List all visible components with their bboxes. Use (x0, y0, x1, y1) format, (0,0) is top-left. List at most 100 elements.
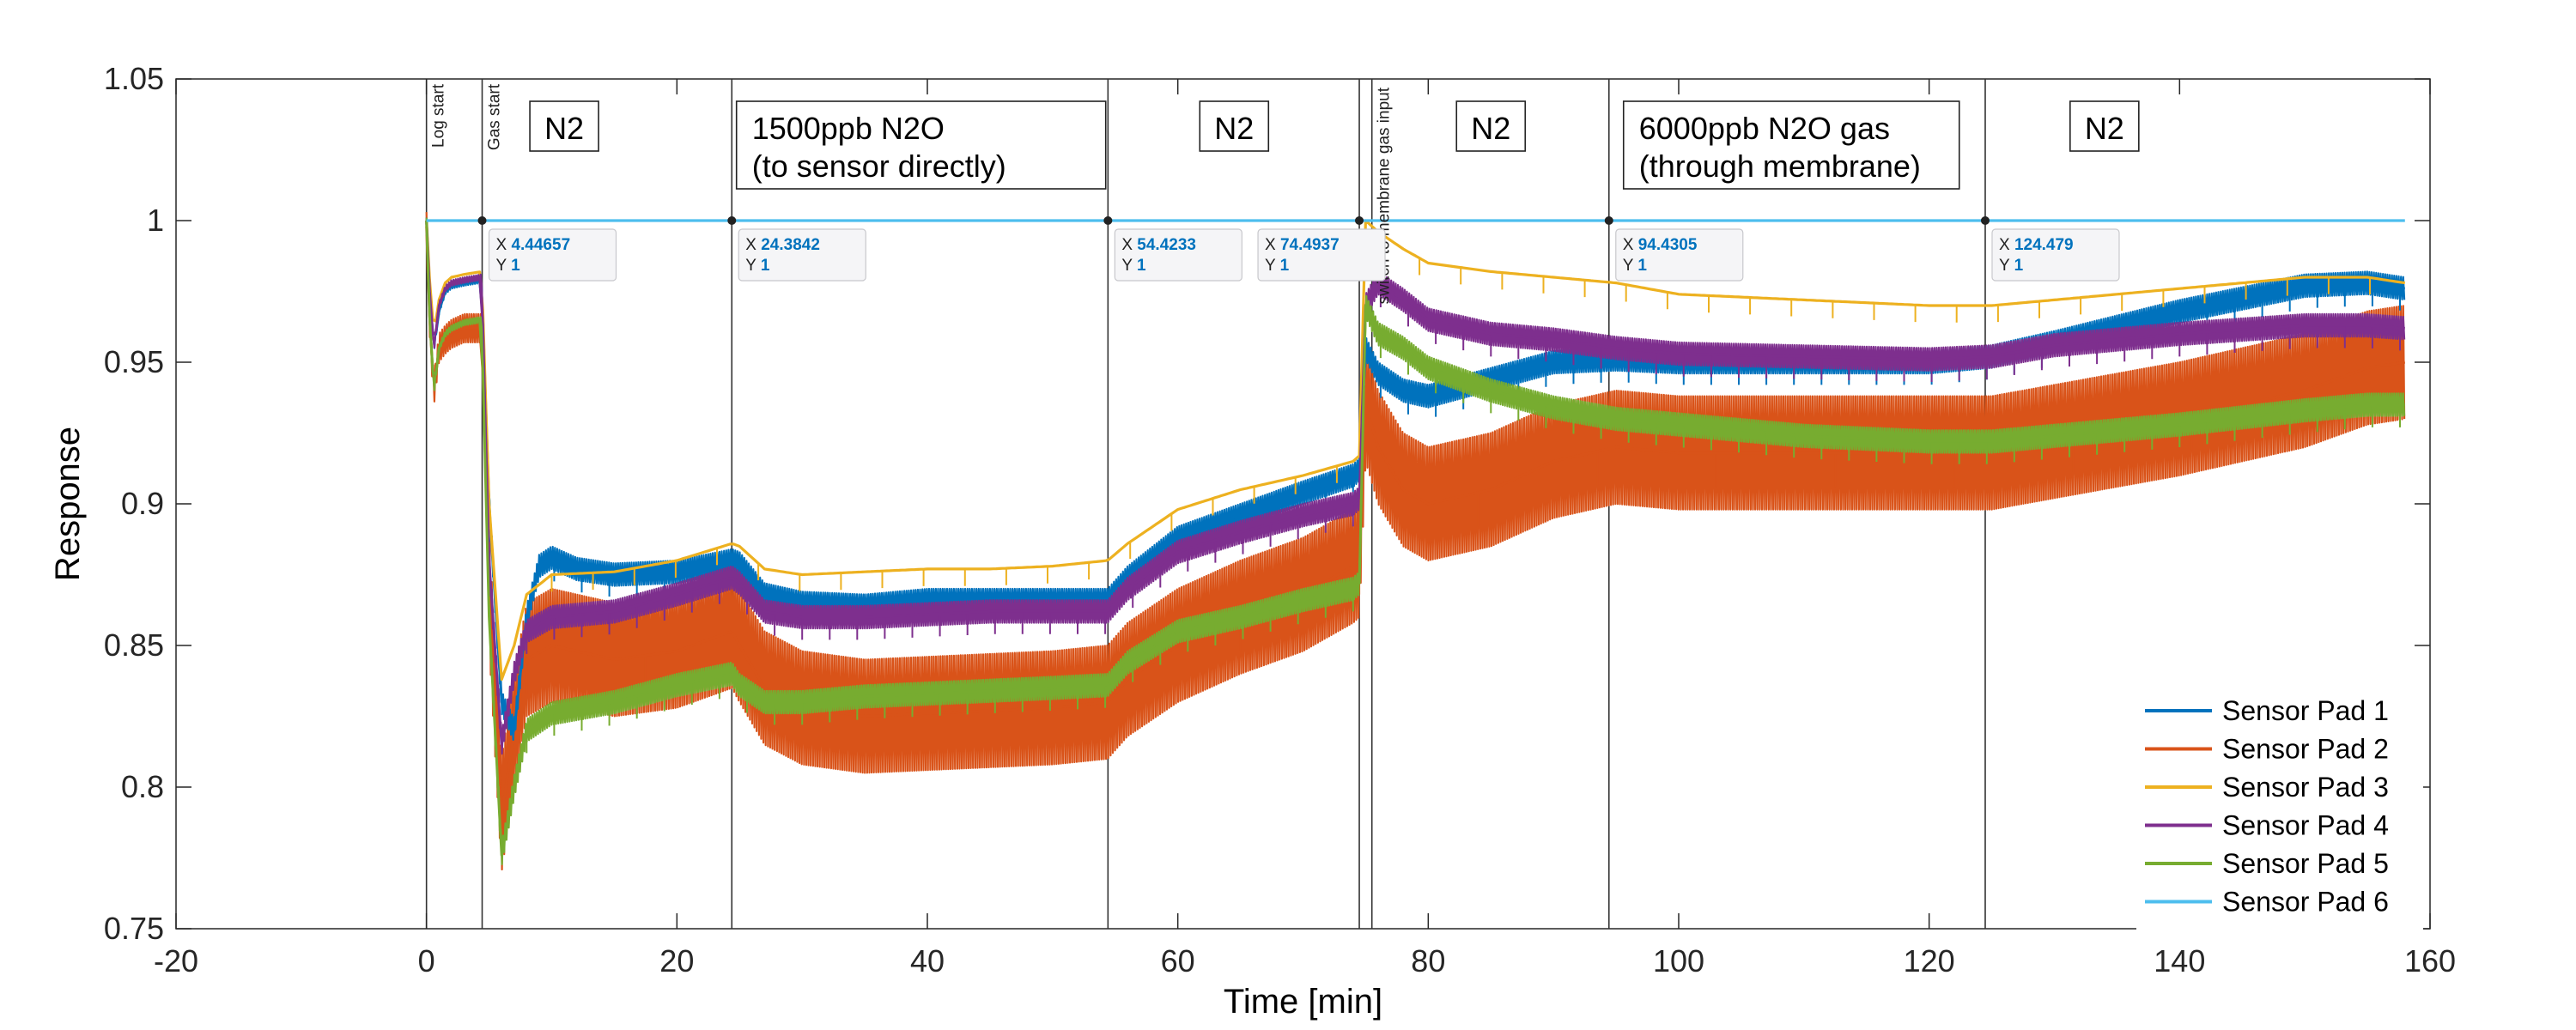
legend-label: Sensor Pad 5 (2222, 848, 2389, 879)
datatip-x-value: 74.4937 (1280, 236, 1340, 254)
y-axis-ticks: 0.75 0.8 0.85 0.9 0.95 1 1.05 (104, 61, 2430, 946)
x-axis-ticks: -20 0 20 40 60 80 100 120 140 160 (154, 79, 2456, 978)
datatip-marker (477, 216, 487, 225)
y-tick-label: 1 (147, 203, 164, 238)
y-tick-label: 0.8 (121, 769, 164, 804)
phase-box-frame (2069, 100, 2140, 152)
y-tick-label: 0.9 (121, 486, 164, 521)
datatip: X 124.479 Y 1 (1980, 216, 2120, 282)
datatip-y: Y 1 (745, 257, 770, 275)
y-tick-label: 0.95 (104, 344, 164, 379)
datatip-y-value: 1 (2014, 257, 2024, 275)
datatip-x: X 94.4305 (1623, 236, 1698, 254)
y-tick-label: 1.05 (104, 61, 164, 96)
phase-box-text: (to sensor directly) (752, 148, 1006, 184)
datatip-y-value: 1 (761, 257, 770, 275)
legend-label: Sensor Pad 4 (2222, 810, 2389, 841)
datatip-marker (1103, 216, 1113, 225)
datatip-y-value: 1 (1137, 257, 1146, 275)
series-line (425, 220, 2405, 746)
x-tick-label: 20 (659, 943, 694, 978)
datatip: X 54.4233 Y 1 (1103, 216, 1242, 282)
datatip-y: Y 1 (1265, 257, 1290, 275)
phase-box-text: 6000ppb N2O gas (1639, 111, 1890, 146)
datatip-box (1615, 228, 1744, 282)
datatip-y: Y 1 (496, 257, 521, 275)
legend-label: Sensor Pad 6 (2222, 887, 2389, 918)
datatip-marker (1604, 216, 1613, 225)
datatip-y-value: 1 (511, 257, 520, 275)
series-layer (425, 212, 2406, 871)
phase-box: 1500ppb N2O(to sensor directly) (735, 100, 1107, 190)
series-line (425, 219, 2406, 682)
y-tick-label: 0.75 (104, 911, 164, 946)
x-tick-label: 100 (1653, 943, 1704, 978)
phase-box-frame (735, 100, 1107, 190)
datatip-x: X 24.3842 (745, 236, 820, 254)
phase-box-text: N2 (544, 111, 584, 146)
legend-box (2136, 687, 2423, 933)
phase-box-text: (through membrane) (1639, 148, 1921, 184)
event-label: Log start (430, 83, 448, 148)
phase-boxes: N2 1500ppb N2O(to sensor directly) N2 N2 600… (529, 100, 2140, 190)
legend-label: Sensor Pad 1 (2222, 695, 2389, 726)
phase-box: N2 (2069, 100, 2140, 152)
y-axis-label: Response (49, 427, 87, 581)
datatip-y-value: 1 (1637, 257, 1647, 275)
datatip: X 94.4305 Y 1 (1604, 216, 1744, 282)
x-tick-label: 80 (1411, 943, 1445, 978)
series-line (425, 220, 2405, 857)
x-tick-label: -20 (154, 943, 198, 978)
phase-box-text: N2 (1471, 111, 1510, 146)
x-tick-label: 160 (2404, 943, 2456, 978)
series-5 (425, 217, 2406, 866)
phase-box-frame (1455, 100, 1527, 152)
legend-label: Sensor Pad 2 (2222, 734, 2389, 765)
series-spikes (526, 284, 2401, 654)
datatip-x-value: 54.4233 (1137, 236, 1196, 254)
series-spikes (526, 335, 2401, 754)
x-tick-label: 120 (1904, 943, 1955, 978)
phase-box-text: N2 (2085, 111, 2124, 146)
datatip-box (488, 228, 617, 282)
phase-box-text: 1500ppb N2O (752, 111, 945, 146)
datatip-marker (1355, 216, 1364, 225)
x-axis-label: Time [min] (1224, 983, 1382, 1021)
datatip-y: Y 1 (1999, 257, 2024, 275)
datatip-x: X 124.479 (1999, 236, 2074, 254)
phase-box-frame (1622, 100, 1960, 190)
datatip-x-value: 4.44657 (511, 236, 570, 254)
phase-box: N2 (1455, 100, 1527, 152)
datatip-x-value: 24.3842 (761, 236, 820, 254)
datatip-box (1991, 228, 2120, 282)
datatip-box (1114, 228, 1242, 282)
y-tick-label: 0.85 (104, 627, 164, 663)
series-4 (425, 217, 2406, 755)
datatip-y: Y 1 (1121, 257, 1146, 275)
phase-box: 6000ppb N2O gas(through membrane) (1622, 100, 1960, 190)
phase-box-frame (529, 100, 599, 152)
legend: Sensor Pad 1 Sensor Pad 2 Sensor Pad 3 Sens… (2136, 687, 2423, 933)
phase-box: N2 (529, 100, 599, 152)
datatip-marker (727, 216, 737, 225)
datatip-x-value: 94.4305 (1638, 236, 1698, 254)
phase-box-frame (1199, 100, 1270, 152)
x-tick-label: 140 (2154, 943, 2205, 978)
legend-label: Sensor Pad 3 (2222, 772, 2389, 803)
datatip-box (738, 228, 866, 282)
x-tick-label: 60 (1161, 943, 1195, 978)
datatip-x: X 74.4937 (1265, 236, 1340, 254)
datatip: X 74.4937 Y 1 (1257, 216, 1386, 282)
phase-box-text: N2 (1214, 111, 1254, 146)
event-label: Gas start (486, 83, 504, 150)
datatip-y-value: 1 (1280, 257, 1290, 275)
datatip: X 4.44657 Y 1 (477, 216, 617, 282)
datatip-box (1257, 228, 1386, 282)
x-tick-label: 0 (418, 943, 435, 978)
datatip: X 24.3842 Y 1 (727, 216, 866, 282)
datatip-y: Y 1 (1623, 257, 1648, 275)
datatip-x: X 4.44657 (496, 236, 571, 254)
x-tick-label: 40 (910, 943, 945, 978)
